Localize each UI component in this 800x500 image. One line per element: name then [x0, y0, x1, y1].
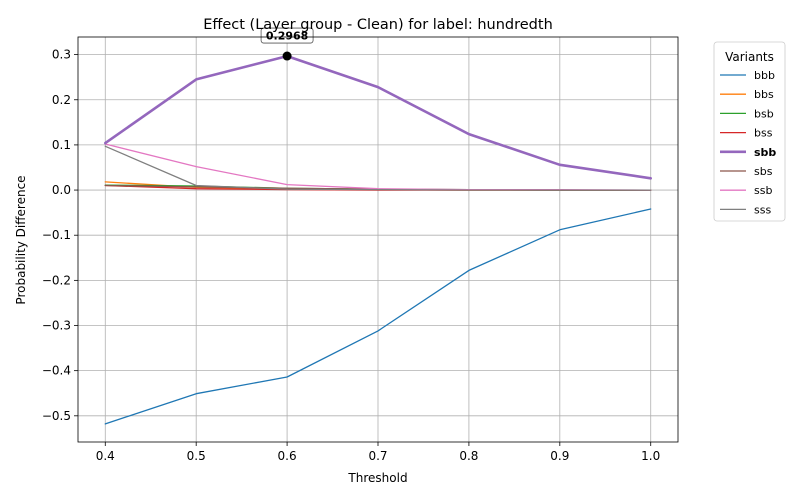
legend-label-bbb: bbb — [754, 69, 775, 82]
y-tick-label: −0.1 — [42, 228, 71, 242]
x-tick-label: 0.9 — [550, 449, 569, 463]
legend-label-bsb: bsb — [754, 107, 774, 120]
series-line-sss — [104, 145, 652, 191]
series-lines — [104, 54, 653, 425]
legend-label-sbs: sbs — [754, 165, 773, 178]
legend-title: Variants — [725, 50, 774, 64]
legend-items: bbb bbs bsb bss sbb sbs ssb sss — [720, 69, 776, 216]
y-axis-ticks: −0.5 −0.4 −0.3 −0.2 −0.1 0.0 0.1 0.2 0.3 — [42, 48, 78, 423]
y-tick-label: −0.2 — [42, 273, 71, 287]
legend-label-sss: sss — [754, 203, 771, 216]
x-tick-label: 0.6 — [278, 449, 297, 463]
x-tick-label: 0.4 — [96, 449, 115, 463]
legend-label-bss: bss — [754, 127, 773, 140]
x-axis-ticks: 0.4 0.5 0.6 0.7 0.8 0.9 1.0 — [96, 442, 660, 463]
x-tick-label: 1.0 — [641, 449, 660, 463]
x-axis-title: Threshold — [347, 471, 407, 485]
y-tick-label: −0.4 — [42, 364, 71, 378]
series-line-sbb — [104, 54, 653, 180]
y-tick-label: 0.1 — [52, 138, 71, 152]
y-tick-label: 0.2 — [52, 93, 71, 107]
x-tick-label: 0.5 — [187, 449, 206, 463]
y-tick-label: −0.5 — [42, 409, 71, 423]
legend-label-bbs: bbs — [754, 88, 774, 101]
annotation-marker — [282, 51, 292, 61]
legend-label-sbb: sbb — [754, 146, 776, 159]
y-tick-label: 0.3 — [52, 48, 71, 62]
annotation-box — [260, 27, 314, 44]
legend: Variants bbb bbs bsb bss sbb sbs ssb sss — [713, 41, 786, 222]
x-tick-label: 0.8 — [459, 449, 478, 463]
series-line-bbb — [104, 208, 652, 425]
y-tick-label: −0.3 — [42, 319, 71, 333]
y-axis-title: Probability Difference — [14, 175, 28, 304]
y-tick-label: 0.0 — [52, 183, 71, 197]
legend-frame — [713, 41, 786, 222]
x-tick-label: 0.7 — [368, 449, 387, 463]
legend-label-ssb: ssb — [754, 184, 772, 197]
annotation-label: 0.2968 — [266, 30, 308, 43]
annotation: 0.2968 — [260, 27, 314, 61]
chart-title: Effect (Layer group - Clean) for label: … — [203, 17, 553, 33]
